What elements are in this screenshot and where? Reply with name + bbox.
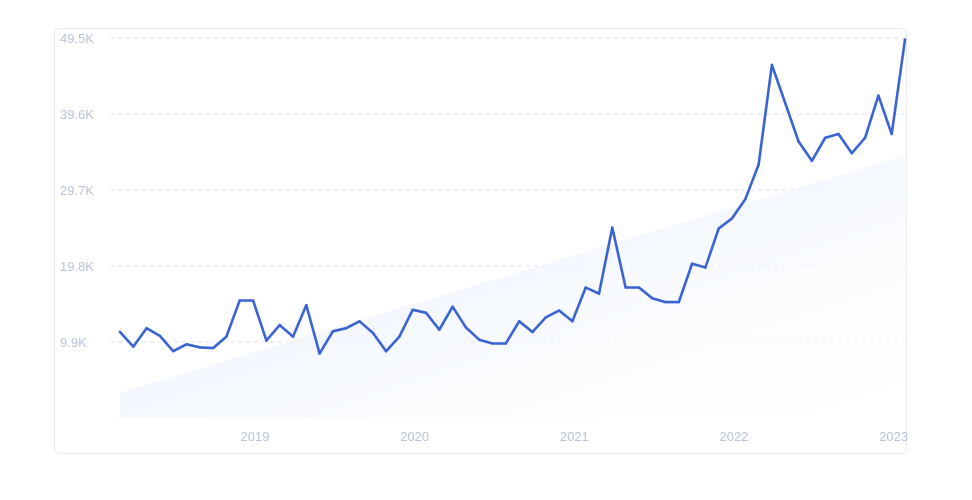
data-point (424, 311, 428, 315)
data-point (398, 335, 401, 338)
data-point (225, 335, 228, 338)
data-point (863, 136, 867, 140)
data-point (411, 308, 415, 312)
series-line (118, 38, 907, 355)
data-point (571, 320, 574, 323)
x-axis-ticks: 2019 2020 2021 2022 2023 (241, 429, 909, 444)
data-point (690, 262, 694, 266)
data-point (517, 320, 521, 323)
data-point (704, 266, 707, 269)
data-point (677, 300, 681, 304)
data-point (903, 38, 907, 41)
data-point (823, 136, 827, 140)
data-point (611, 226, 614, 229)
y-tick-label: 39.6K (60, 107, 94, 122)
data-point (784, 102, 787, 105)
y-tick-label: 9.9K (60, 335, 87, 350)
data-point (624, 286, 627, 289)
data-point (584, 286, 587, 289)
x-tick-label: 2022 (720, 429, 749, 444)
data-point (318, 352, 321, 355)
data-point (757, 163, 760, 166)
data-point (477, 338, 481, 342)
series-line-path (118, 38, 907, 355)
data-point (557, 309, 561, 312)
data-point (251, 299, 255, 302)
data-point (637, 286, 641, 289)
data-point (770, 63, 774, 67)
data-point (145, 326, 148, 330)
data-point (544, 316, 548, 319)
data-point (132, 345, 135, 348)
data-point (504, 342, 508, 345)
data-point (531, 330, 534, 334)
data-point (877, 94, 880, 97)
data-point (664, 300, 667, 304)
data-point (331, 330, 335, 333)
data-point (438, 328, 441, 332)
data-point (597, 292, 601, 295)
data-point (371, 331, 375, 335)
trend-area-fill (120, 155, 905, 419)
data-point (850, 151, 854, 155)
data-point (650, 296, 654, 300)
data-point (198, 346, 202, 349)
data-point (837, 132, 840, 136)
x-tick-label: 2019 (241, 429, 270, 444)
data-point (238, 299, 241, 302)
x-tick-label: 2021 (560, 429, 589, 444)
x-tick-label: 2023 (879, 429, 908, 444)
data-point (810, 159, 814, 163)
data-point (158, 334, 162, 338)
data-point (118, 330, 122, 334)
data-point (730, 217, 734, 220)
data-point (185, 343, 188, 346)
data-point (384, 349, 388, 353)
y-tick-label: 49.5K (60, 31, 94, 46)
data-point (464, 326, 468, 329)
data-point (744, 197, 747, 201)
data-point (797, 140, 800, 143)
data-point (344, 326, 348, 330)
data-point (358, 320, 361, 323)
data-point (890, 132, 893, 136)
data-point (305, 303, 308, 307)
y-tick-label: 19.8K (60, 259, 94, 274)
data-point (211, 346, 215, 350)
y-axis-ticks: 9.9K 19.8K 29.7K 39.6K 49.5K (60, 31, 94, 350)
data-point (171, 349, 175, 353)
data-point (265, 339, 268, 342)
trend-area (120, 155, 905, 419)
x-tick-label: 2020 (400, 429, 429, 444)
data-point (717, 227, 720, 230)
y-tick-label: 29.7K (60, 183, 94, 198)
data-point (278, 323, 282, 327)
data-point (491, 342, 494, 345)
data-point (451, 305, 454, 309)
data-point (291, 335, 295, 338)
